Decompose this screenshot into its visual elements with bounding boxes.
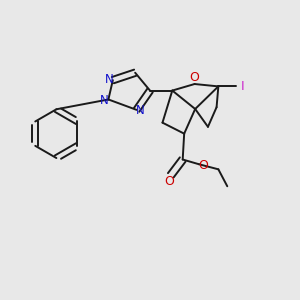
Text: O: O	[164, 175, 174, 188]
Text: N: N	[105, 73, 113, 86]
Text: I: I	[241, 80, 244, 93]
Text: N: N	[136, 104, 145, 117]
Text: N: N	[100, 94, 109, 107]
Text: O: O	[198, 159, 208, 172]
Text: O: O	[190, 71, 200, 84]
